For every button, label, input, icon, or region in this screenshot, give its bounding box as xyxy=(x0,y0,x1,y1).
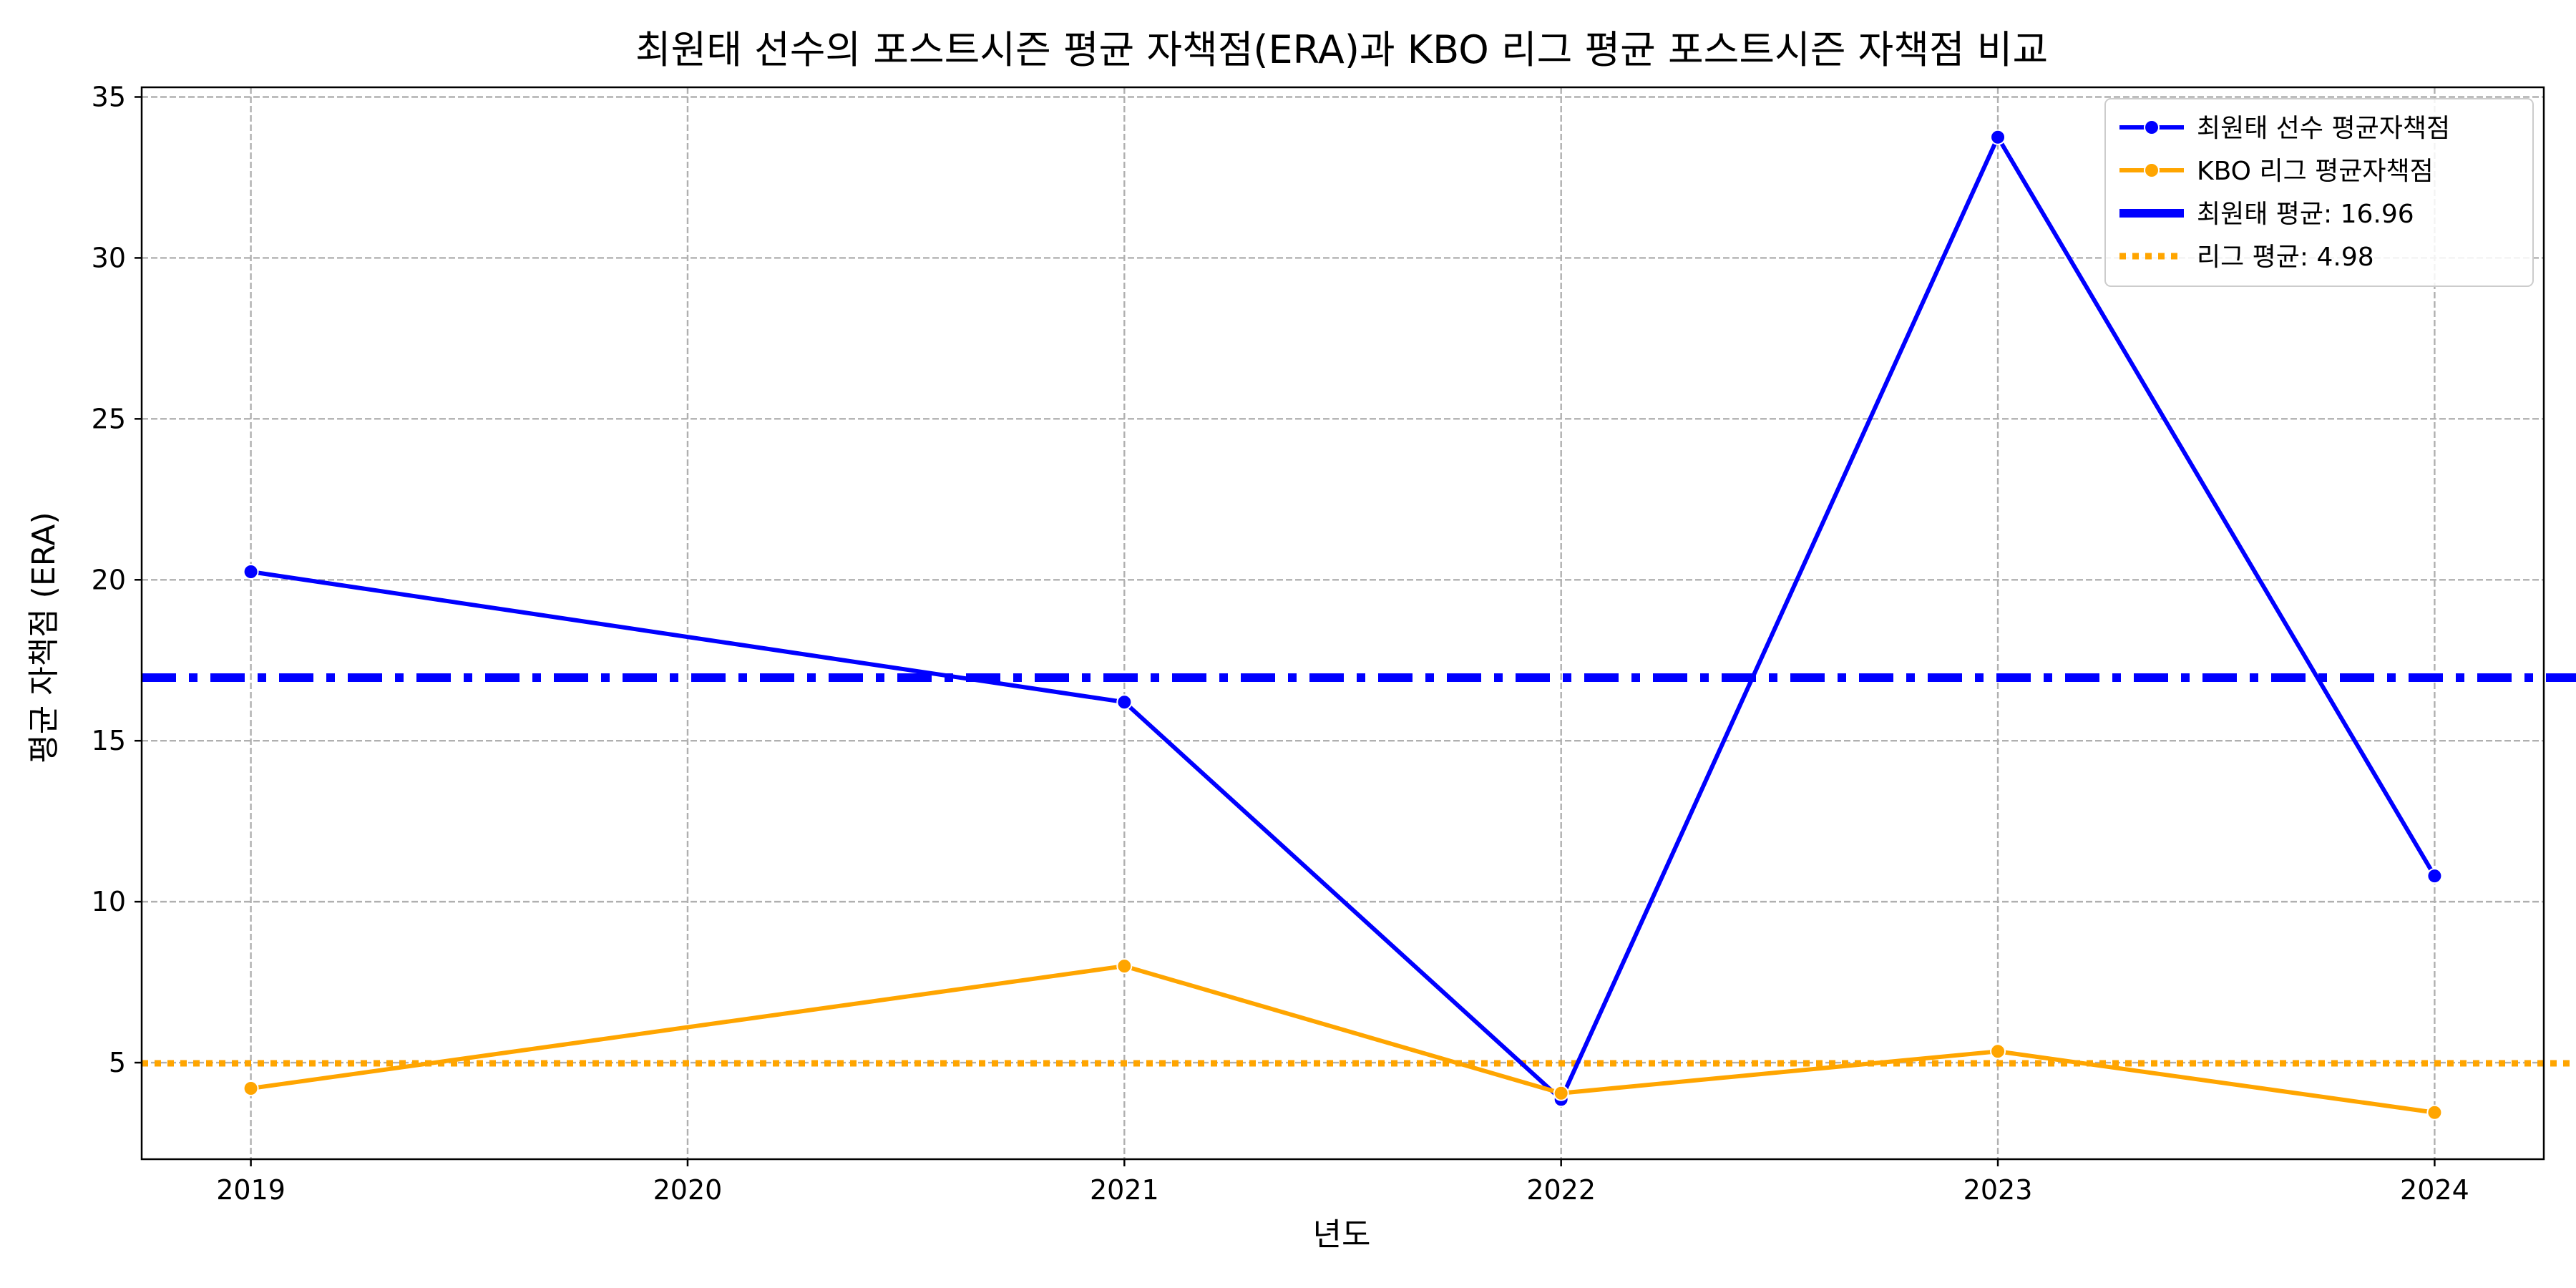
plot-frame xyxy=(140,86,2545,1161)
legend-item: 최원태 선수 평균자책점 xyxy=(2119,114,2450,143)
legend-label: 최원태 선수 평균자책점 xyxy=(2197,114,2450,143)
y-tick-label: 10 xyxy=(92,886,126,917)
x-tick-label: 2021 xyxy=(1090,1174,1159,1206)
legend-item: 리그 평균: 4.98 xyxy=(2119,243,2374,272)
series-2-point xyxy=(1990,1043,2006,1060)
series-layer xyxy=(243,129,2443,1121)
series-1-point xyxy=(1116,694,1133,711)
ticks-layer: 2019 2020 2021 2022 2023 2024 5 10 15 20 25 30 35 xyxy=(92,81,2469,1206)
chart-title: 최원태 선수의 포스트시즌 평균 자책점(ERA)과 KBO 리그 평균 포스트… xyxy=(635,27,2048,72)
series-2-point xyxy=(243,1080,259,1097)
y-tick-label: 15 xyxy=(92,725,126,756)
legend-label: 최원태 평균: 16.96 xyxy=(2197,200,2414,229)
y-tick-label: 25 xyxy=(92,403,126,434)
x-tick-label: 2024 xyxy=(2400,1174,2469,1206)
series-line-2 xyxy=(250,964,2435,1115)
axes-layer xyxy=(140,86,2545,1161)
reference-lines-layer xyxy=(142,673,2576,1067)
legend-label: 리그 평균: 4.98 xyxy=(2197,243,2374,272)
legend-label: KBO 리그 평균자책점 xyxy=(2197,157,2434,186)
y-tick-label: 5 xyxy=(109,1047,126,1078)
series-2-point xyxy=(1116,958,1133,975)
y-tick-label: 30 xyxy=(92,242,126,273)
x-tick-label: 2023 xyxy=(1963,1174,2033,1206)
legend-marker xyxy=(2144,162,2160,178)
series-2-point xyxy=(2426,1104,2443,1121)
legend-marker xyxy=(2144,119,2160,135)
x-tick-label: 2019 xyxy=(216,1174,286,1206)
series-1-point xyxy=(1990,129,2006,145)
series-2-point xyxy=(1553,1085,1569,1101)
legend-item: 최원태 평균: 16.96 xyxy=(2119,200,2414,229)
y-tick-label: 20 xyxy=(92,564,126,595)
y-axis-label: 평균 자책점 (ERA) xyxy=(26,512,62,763)
x-tick-label: 2020 xyxy=(653,1174,723,1206)
legend-box xyxy=(2104,98,2534,287)
x-axis-label: 년도 xyxy=(1313,1216,1371,1253)
series-1-point xyxy=(2426,868,2443,884)
legend-item: KBO 리그 평균자책점 xyxy=(2119,157,2434,186)
series-1-point xyxy=(243,564,259,580)
x-tick-label: 2022 xyxy=(1526,1174,1596,1206)
y-tick-label: 35 xyxy=(92,81,126,112)
